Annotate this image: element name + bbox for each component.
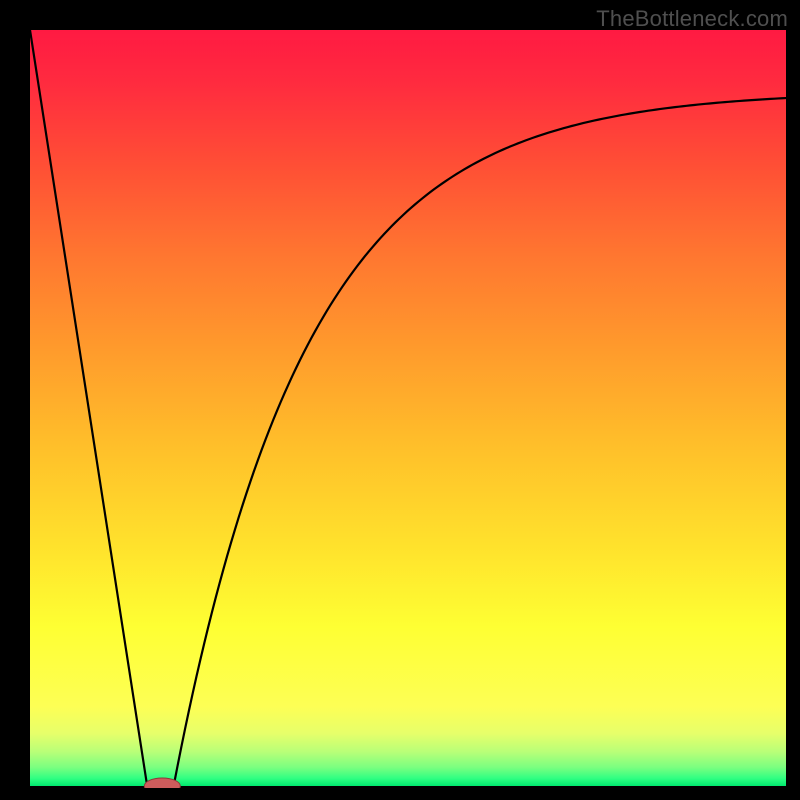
- chart-svg: [28, 28, 788, 788]
- gradient-background: [30, 30, 786, 786]
- plot-area: [28, 28, 788, 788]
- chart-container: TheBottleneck.com: [0, 0, 800, 800]
- watermark-text: TheBottleneck.com: [596, 6, 788, 32]
